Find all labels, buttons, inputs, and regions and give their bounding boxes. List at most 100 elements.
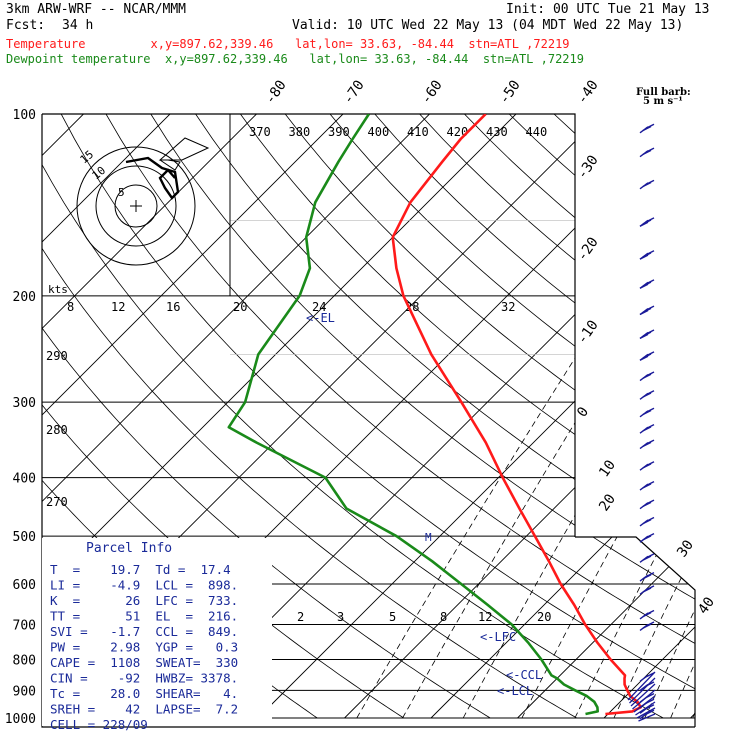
parcel-row: SVI = -1.7 CCL = 849. <box>50 624 238 639</box>
wind-barb <box>639 371 655 382</box>
isotherm <box>344 114 695 719</box>
isotherm-label: -50 <box>496 77 524 107</box>
barb-legend-unit: 5 m s⁻¹ <box>643 96 683 107</box>
mixing-ratio-line <box>670 295 695 719</box>
pressure-tick-label: 900 <box>13 684 36 699</box>
m-marker: M <box>425 531 432 544</box>
mixing-ratio-label-low: 2 <box>297 610 304 624</box>
barb-legend-title: Full barb: <box>636 87 691 98</box>
isotherm <box>257 114 695 719</box>
wind-barb-flag <box>642 587 652 593</box>
wind-barb <box>639 499 655 510</box>
wind-barb <box>639 533 655 543</box>
plot-frame <box>41 113 696 728</box>
el-marker: <-EL <box>306 311 335 325</box>
mixing-ratio-label-low: 12 <box>478 610 492 624</box>
isotherm-label: -10 <box>574 317 602 347</box>
dry-adiabat-label: 270 <box>46 495 68 509</box>
surface-wind-barb <box>629 677 656 704</box>
isotherm-label: -70 <box>340 77 368 107</box>
parcel-row: PW = 2.98 YGP = 0.3 <box>50 640 238 655</box>
wind-barb-flag <box>642 181 652 188</box>
surface-wind-barb <box>638 713 656 722</box>
theta-e-label: 370 <box>249 125 271 139</box>
wind-barbs <box>627 123 656 722</box>
parcel-row: CELL = 228/09 <box>50 717 148 732</box>
mixing-ratio-label: 12 <box>111 300 125 314</box>
parcel-row: LI = -4.9 LCL = 898. <box>50 578 238 593</box>
wind-barb-flag <box>642 483 652 489</box>
wind-barb-flag <box>642 612 652 618</box>
wind-barb-flag <box>642 501 652 507</box>
pressure-tick-label: 500 <box>13 530 36 545</box>
dewpoint-legend: Dewpoint temperature x,y=897.62,339.46 l… <box>6 52 584 66</box>
mixing-ratio-label: 20 <box>233 300 247 314</box>
mixing-ratio-label: 32 <box>501 300 515 314</box>
wind-barb <box>639 585 655 595</box>
parcel-title: Parcel Info <box>86 541 172 556</box>
mixing-ratio-line <box>692 295 695 719</box>
mixing-ratio-line <box>462 295 695 719</box>
mixing-ratio-line <box>521 295 695 719</box>
isotherm <box>603 114 695 719</box>
parcel-row: Tc = 28.0 SHEAR= 4. <box>50 686 238 701</box>
sounding-traces <box>227 114 642 716</box>
wind-barb <box>639 439 655 450</box>
level-markers: <-EL <-LFC <-CCL <-LCL M <box>306 311 542 698</box>
isotherm <box>42 114 430 719</box>
mixing-ratio-label: 28 <box>405 300 419 314</box>
mixing-ratio-line <box>574 295 695 719</box>
wind-barb-flag <box>642 555 652 561</box>
isotherm <box>42 114 171 719</box>
pressure-tick-label: 100 <box>13 108 36 123</box>
mixing-ratio-line <box>356 295 616 719</box>
dry-adiabat <box>195 114 695 719</box>
isotherm-label: -80 <box>262 77 290 107</box>
parcel-row: SREH = 42 LAPSE= 7.2 <box>50 702 238 717</box>
theta-e-label: 390 <box>328 125 350 139</box>
isotherm-label: 0 <box>574 404 592 420</box>
isotherm-label: -20 <box>574 234 602 264</box>
isotherm <box>430 114 695 719</box>
wind-barb <box>639 123 655 134</box>
theta-e-label: 420 <box>447 125 469 139</box>
mixing-ratio-line <box>613 295 695 719</box>
parcel-row: CIN = -92 HWBZ= 3378. <box>50 671 238 686</box>
forecast-hour: 34 h <box>62 18 94 33</box>
wind-barb <box>639 461 655 471</box>
pressure-tick-label: 400 <box>13 472 36 487</box>
surface-wind-barb <box>636 707 656 719</box>
wind-barb <box>639 553 655 563</box>
wind-barb <box>639 571 655 582</box>
wind-barb-flag <box>642 574 652 580</box>
dry-adiabat <box>464 114 695 719</box>
wind-barb-flag <box>642 535 652 541</box>
isotherm-label: 10 <box>596 457 619 480</box>
wind-barb-flag <box>642 373 652 379</box>
surface-wind-barb <box>632 689 656 710</box>
wind-barb-flag <box>642 149 652 155</box>
dry-adiabat <box>42 114 664 719</box>
dry-adiabat-label: 290 <box>46 349 68 363</box>
wind-barb <box>639 621 655 631</box>
wind-barb-flag <box>642 409 652 416</box>
wind-barb <box>639 609 655 620</box>
mixing-ratio-label-low: 5 <box>389 610 396 624</box>
wind-barb-flag <box>642 441 652 447</box>
hodograph-trace-upper <box>158 137 210 171</box>
wind-barb-flag <box>639 254 649 260</box>
dry-adiabat <box>598 114 695 719</box>
wind-barb-flag <box>639 333 649 340</box>
valid-time: Valid: 10 UTC Wed 22 May 13 (04 MDT Wed … <box>292 18 684 33</box>
pressure-tick-label: 800 <box>13 653 36 668</box>
wind-barb <box>639 709 655 720</box>
pressure-tick-label: 300 <box>13 396 36 411</box>
parcel-row: K = 26 LFC = 733. <box>50 593 238 608</box>
wind-barb-flag <box>642 426 652 432</box>
theta-e-label: 430 <box>486 125 508 139</box>
isotherm-label: -60 <box>418 77 446 107</box>
wind-barb <box>639 351 655 361</box>
